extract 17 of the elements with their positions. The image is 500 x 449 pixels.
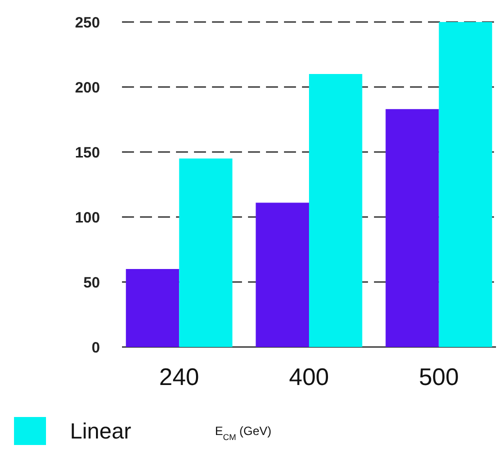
bar bbox=[179, 158, 232, 347]
y-tick-label: 100 bbox=[74, 209, 100, 226]
bar bbox=[386, 109, 439, 347]
y-tick-label: 50 bbox=[83, 274, 100, 292]
bar bbox=[256, 202, 309, 347]
x-axis-title: E$_{CM}$ (GeV) bbox=[215, 424, 272, 442]
x-tick-label: 400 bbox=[288, 364, 330, 391]
x-tick-label: 500 bbox=[418, 364, 459, 391]
y-tick-label: 0 bbox=[92, 339, 100, 356]
bar bbox=[309, 74, 362, 347]
y-tick-label: 200 bbox=[74, 79, 100, 96]
x-tick-label: 240 bbox=[159, 364, 200, 391]
y-tick-label: 250 bbox=[74, 14, 100, 32]
bar bbox=[438, 22, 492, 347]
y-tick-label: 150 bbox=[74, 144, 100, 162]
bar bbox=[126, 269, 180, 347]
legend-label: Linear bbox=[70, 418, 132, 444]
